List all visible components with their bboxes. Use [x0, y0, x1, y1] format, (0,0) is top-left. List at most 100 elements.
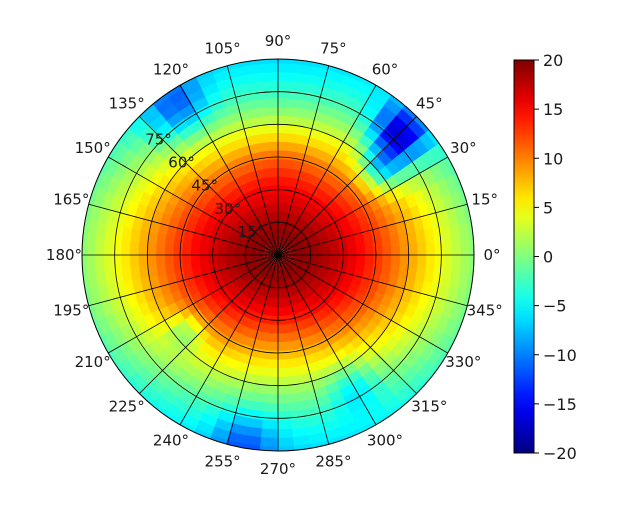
heat-cell	[261, 70, 279, 82]
heat-cell	[382, 394, 403, 414]
heat-cell	[266, 261, 274, 271]
heat-cell	[359, 277, 372, 289]
angular-tick-label: 90°	[265, 32, 292, 50]
heat-cell	[449, 222, 462, 241]
heat-cell	[440, 223, 453, 242]
heat-cell	[210, 388, 229, 404]
heat-cell	[265, 315, 273, 326]
heat-cell	[265, 279, 272, 290]
heat-cell	[268, 350, 279, 361]
heat-cell	[390, 309, 406, 326]
heat-cell	[271, 315, 279, 326]
heat-cell	[382, 244, 393, 256]
heat-cell	[263, 241, 272, 250]
heat-cell	[434, 254, 445, 271]
heat-cell	[378, 272, 391, 286]
heat-cell	[405, 316, 422, 335]
heat-cell	[338, 254, 349, 262]
heat-cell	[294, 227, 304, 237]
heat-cell	[292, 426, 311, 439]
heat-cell	[251, 106, 267, 118]
heat-cell	[390, 243, 402, 256]
heat-cell	[111, 225, 124, 243]
heat-cell	[277, 166, 287, 177]
heat-cell	[333, 224, 345, 235]
heat-cell	[277, 201, 283, 212]
heat-cell	[308, 282, 320, 293]
heat-cell	[449, 188, 465, 209]
heat-cell	[312, 250, 323, 256]
heat-cell	[262, 211, 270, 223]
heat-cell	[126, 135, 146, 156]
heat-cell	[275, 272, 279, 283]
heat-cell	[93, 254, 105, 272]
heat-cell	[442, 238, 454, 256]
heat-cell	[423, 226, 436, 243]
heat-cell	[404, 191, 419, 209]
heat-cell	[210, 106, 229, 122]
heat-cell	[301, 239, 312, 247]
heat-cell	[277, 324, 286, 335]
heat-cell	[163, 244, 174, 256]
heat-cell	[299, 290, 309, 302]
heat-cell	[400, 389, 419, 408]
heat-cell	[420, 341, 438, 362]
heat-cell	[306, 272, 317, 281]
heat-cell	[311, 279, 322, 290]
heat-cell	[261, 428, 279, 440]
heat-cell	[110, 143, 129, 165]
heat-cell	[400, 102, 419, 121]
heat-cell	[287, 366, 300, 378]
heat-cell	[246, 417, 265, 430]
heat-cell	[129, 118, 150, 139]
heat-cell	[406, 265, 418, 281]
heat-cell	[285, 257, 296, 263]
heat-cell	[149, 401, 169, 418]
heat-cell	[252, 216, 261, 227]
heat-cell	[289, 212, 298, 224]
heat-cell	[408, 254, 419, 268]
heat-cell	[263, 260, 272, 269]
heat-cell	[309, 235, 321, 244]
heat-cell	[261, 244, 271, 251]
angular-tick-label: 330°	[445, 353, 481, 371]
heat-cell	[198, 260, 210, 270]
heat-cell	[255, 285, 264, 296]
heat-cell	[261, 259, 271, 266]
heat-cell	[277, 402, 293, 413]
heat-cell	[347, 95, 367, 113]
polar-grid	[81, 58, 475, 452]
heat-cell	[248, 409, 266, 422]
heat-cell	[257, 223, 266, 234]
heat-cell	[440, 268, 453, 287]
heat-cell	[277, 315, 285, 326]
heat-cell	[85, 220, 99, 241]
heat-cell	[280, 237, 286, 248]
angular-tick-label: 105°	[205, 39, 241, 57]
heat-cell	[199, 81, 220, 98]
heat-cell	[202, 375, 220, 391]
heat-cell	[249, 218, 259, 229]
heat-cell	[413, 153, 431, 173]
heat-cell	[279, 227, 283, 238]
heat-cell	[248, 88, 266, 101]
heat-cell	[233, 247, 244, 253]
heat-cell	[260, 232, 269, 242]
heatmap-field	[82, 59, 474, 451]
heat-cell	[291, 80, 310, 93]
heat-cell	[111, 267, 124, 285]
heat-cell	[296, 292, 305, 304]
heat-cell	[296, 206, 305, 218]
heat-cell	[377, 387, 398, 407]
heat-cell	[146, 264, 159, 279]
heat-cell	[295, 142, 309, 155]
heat-cell	[85, 269, 99, 290]
heat-cell	[324, 381, 342, 396]
colorbar-tick-label: 5	[543, 198, 553, 217]
heat-cell	[250, 271, 260, 281]
heat-cell	[290, 276, 299, 287]
heat-cell	[270, 237, 276, 248]
heat-cell	[198, 382, 217, 399]
heat-cell	[270, 210, 276, 221]
heat-cell	[146, 254, 157, 268]
